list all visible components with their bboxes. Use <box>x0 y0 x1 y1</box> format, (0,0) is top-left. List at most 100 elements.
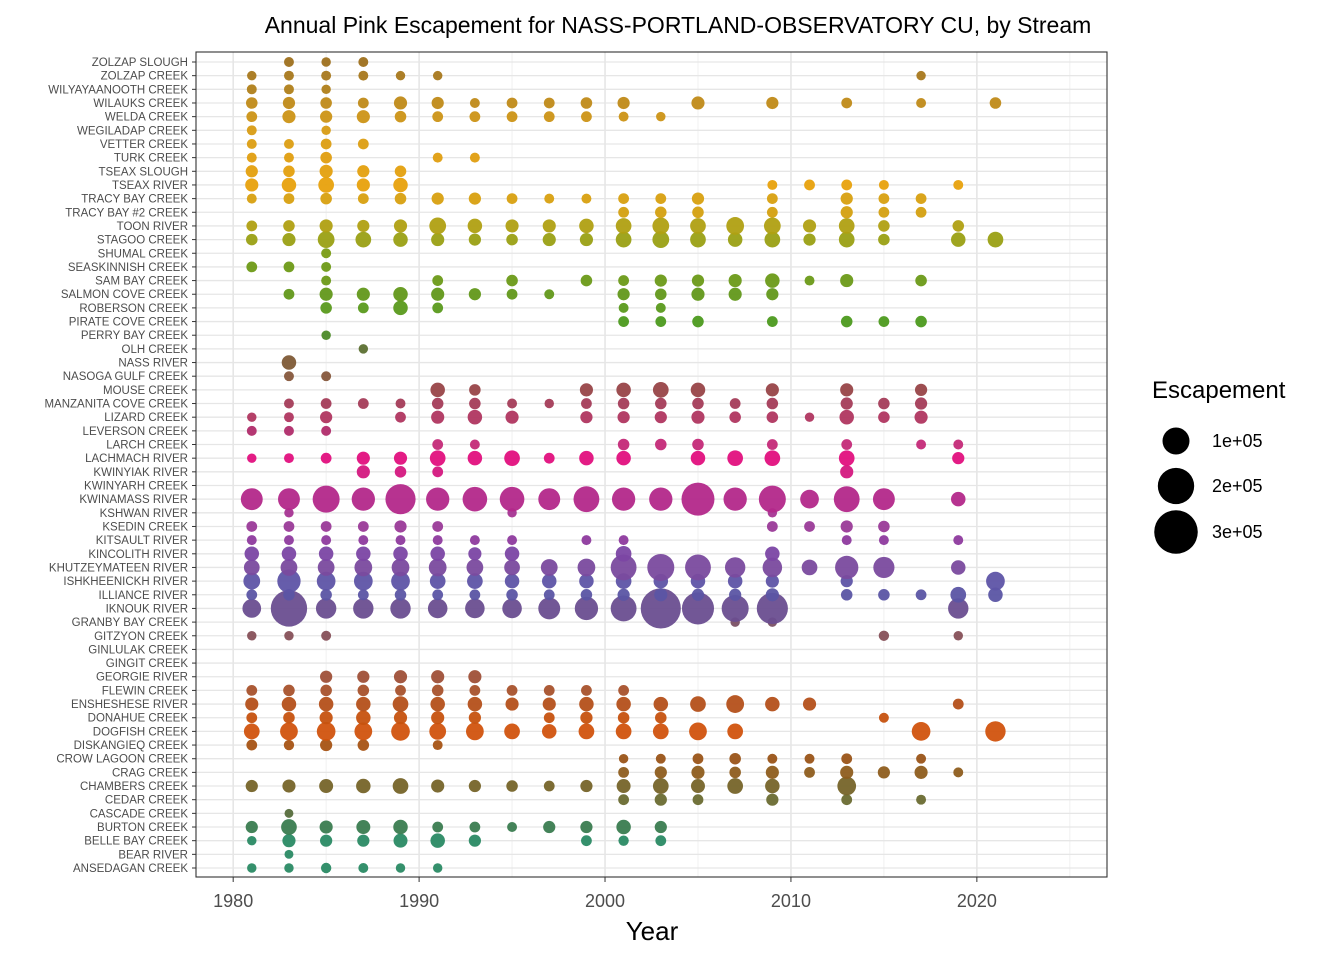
data-point <box>878 520 890 533</box>
y-tick-label: KWINAMASS RIVER <box>79 494 188 506</box>
data-point <box>393 96 408 110</box>
data-point <box>246 97 258 109</box>
data-point <box>468 834 481 847</box>
data-point <box>320 452 332 464</box>
data-point <box>681 592 715 625</box>
data-point <box>432 466 444 478</box>
data-point <box>356 778 371 794</box>
legend-key <box>1162 427 1190 455</box>
data-point <box>318 546 334 562</box>
data-point <box>756 592 788 625</box>
data-point <box>247 412 257 422</box>
data-point <box>243 723 260 740</box>
data-point <box>838 218 855 234</box>
data-point <box>916 794 927 805</box>
data-point <box>468 670 482 684</box>
data-point <box>989 97 1002 109</box>
data-point <box>617 96 630 110</box>
data-point <box>690 696 706 712</box>
data-point <box>468 233 481 246</box>
data-point <box>504 450 520 467</box>
data-point <box>914 397 928 410</box>
data-point <box>655 193 667 205</box>
data-point <box>953 179 964 190</box>
data-point <box>615 218 632 234</box>
data-point <box>655 835 667 847</box>
data-point <box>320 151 332 164</box>
data-point <box>353 571 373 591</box>
data-point <box>839 409 854 425</box>
data-point <box>432 439 444 450</box>
x-tick-label: 1990 <box>399 891 439 911</box>
y-tick-label: CHAMBERS CREEK <box>80 781 188 793</box>
data-point <box>357 302 369 314</box>
data-point <box>393 833 408 848</box>
data-point <box>468 547 482 561</box>
data-point <box>656 111 666 122</box>
y-tick-label: BELLE BAY CREEK <box>84 836 188 848</box>
data-point <box>692 438 704 451</box>
data-point <box>544 193 555 204</box>
plot-panel <box>195 51 1108 878</box>
data-point <box>246 125 257 136</box>
data-point <box>429 723 447 740</box>
data-point <box>838 231 855 248</box>
data-point <box>277 569 301 593</box>
data-point <box>543 685 555 696</box>
data-point <box>426 487 450 511</box>
data-point <box>284 631 294 641</box>
data-point <box>321 275 332 286</box>
data-point <box>506 780 518 792</box>
data-point <box>802 219 817 233</box>
data-point <box>432 821 444 833</box>
data-point <box>282 110 296 124</box>
y-tick-label: NASOGA GULF CREEK <box>63 371 189 383</box>
data-point <box>655 438 667 451</box>
data-point <box>541 573 557 589</box>
legend-label: 2e+05 <box>1212 476 1263 496</box>
data-point <box>394 589 407 601</box>
data-point <box>431 233 445 247</box>
data-point <box>655 288 667 301</box>
data-point <box>727 232 743 247</box>
data-point <box>247 835 257 846</box>
data-point <box>618 766 630 778</box>
data-point <box>319 219 333 233</box>
data-point <box>911 722 931 741</box>
data-point <box>318 177 334 193</box>
data-point <box>652 382 669 398</box>
y-tick-label: SAM BAY CREEK <box>95 276 188 288</box>
data-point <box>505 697 519 711</box>
data-point <box>833 486 860 513</box>
data-point <box>727 573 743 589</box>
data-point <box>840 397 853 410</box>
data-point <box>878 411 890 423</box>
data-point <box>691 410 705 424</box>
data-point <box>246 521 258 532</box>
data-point <box>284 863 294 873</box>
data-point <box>581 193 592 204</box>
data-point <box>357 398 369 409</box>
data-point <box>432 535 443 546</box>
data-point <box>356 546 371 562</box>
data-point <box>467 696 483 712</box>
data-point <box>617 588 630 601</box>
data-point <box>246 138 257 149</box>
data-point <box>542 233 556 247</box>
data-point <box>394 520 407 533</box>
data-point <box>469 111 481 123</box>
x-axis-tick-labels: 1980 1990 2000 2010 2020 <box>213 877 997 911</box>
y-tick-label: SALMON COVE CREEK <box>61 289 188 301</box>
data-point <box>765 778 780 794</box>
data-point <box>804 179 815 191</box>
data-point <box>841 753 853 765</box>
data-point <box>840 192 853 205</box>
data-point <box>468 779 481 793</box>
data-point <box>618 206 630 218</box>
data-point <box>618 535 629 546</box>
data-point <box>321 330 331 340</box>
y-tick-label: CASCADE CREEK <box>90 808 189 820</box>
y-tick-label: CRAG CREEK <box>112 767 188 779</box>
data-point <box>432 589 444 601</box>
